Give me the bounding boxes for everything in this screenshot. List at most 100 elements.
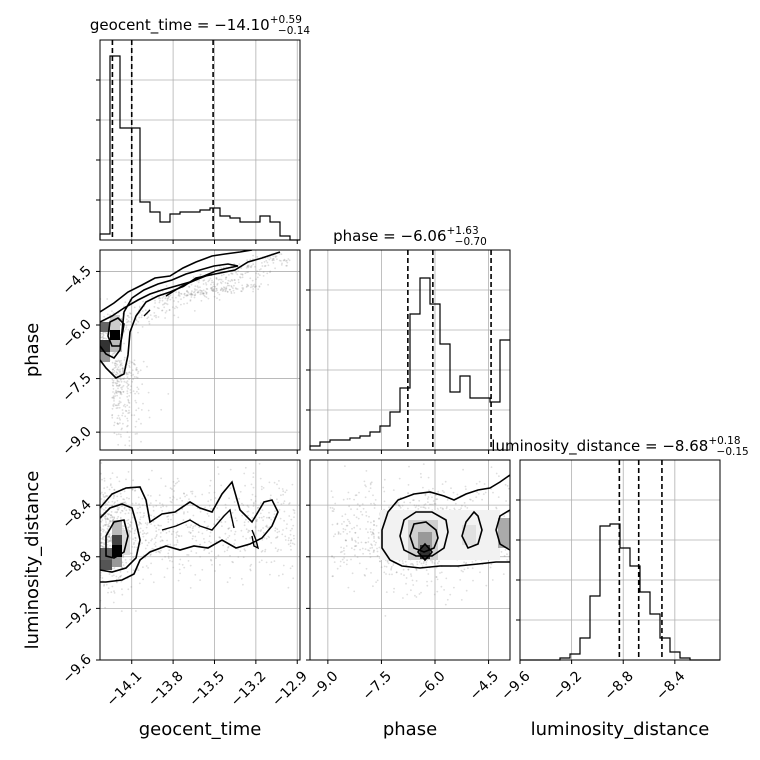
scatter-point [273, 481, 276, 484]
scatter-point [471, 561, 474, 563]
scatter-point [137, 388, 140, 390]
scatter-point [134, 433, 137, 435]
scatter-point [224, 282, 227, 284]
scatter-point [130, 586, 133, 588]
scatter-point [137, 372, 139, 375]
y-tick-label: −4.5 [59, 263, 94, 298]
scatter-point [123, 498, 126, 501]
scatter-point [128, 371, 131, 373]
scatter-point [123, 356, 126, 359]
scatter-point [260, 550, 263, 553]
scatter-point [355, 494, 358, 497]
density-cell [498, 518, 510, 548]
scatter-point [158, 528, 160, 531]
scatter-point [190, 292, 193, 295]
scatter-point [205, 292, 208, 294]
scatter-point [195, 552, 198, 554]
scatter-point [228, 284, 231, 287]
scatter-point [126, 519, 128, 522]
scatter-point [178, 291, 180, 294]
scatter-point [115, 511, 118, 514]
scatter-point [122, 528, 125, 530]
scatter-point [388, 573, 391, 576]
scatter-point [373, 502, 375, 505]
scatter-point [211, 289, 214, 292]
scatter-point [106, 539, 109, 542]
scatter-point [380, 566, 383, 569]
scatter-point [278, 574, 280, 577]
scatter-point [410, 575, 413, 577]
scatter-point [118, 417, 121, 419]
scatter-point [289, 542, 292, 544]
scatter-point [263, 261, 266, 263]
scatter-point [166, 299, 169, 302]
scatter-point [292, 508, 295, 511]
scatter-point [239, 550, 242, 552]
scatter-point [194, 285, 197, 287]
scatter-point [234, 539, 237, 541]
scatter-point [197, 281, 200, 284]
scatter-point [257, 529, 260, 532]
scatter-point [135, 323, 138, 326]
scatter-point [336, 522, 339, 525]
scatter-point [361, 513, 364, 516]
scatter-point [108, 535, 110, 538]
scatter-point [116, 394, 118, 397]
scatter-point [388, 506, 390, 509]
scatter-point [138, 503, 141, 505]
scatter-point [117, 577, 120, 579]
scatter-point [156, 307, 159, 309]
scatter-point [104, 495, 107, 497]
scatter-point [160, 524, 162, 527]
scatter-point [199, 286, 201, 289]
scatter-point [353, 514, 356, 517]
scatter-point [149, 314, 152, 316]
scatter-point [119, 433, 122, 436]
scatter-point [369, 528, 372, 530]
scatter-point [125, 502, 127, 505]
scatter-point [100, 541, 103, 544]
scatter-point [384, 615, 387, 617]
scatter-point [144, 539, 147, 542]
scatter-point [112, 388, 115, 390]
scatter-point [105, 495, 108, 497]
scatter-point [119, 384, 121, 386]
scatter-point [475, 496, 478, 498]
scatter-point [272, 255, 275, 257]
scatter-point [177, 534, 180, 537]
scatter-point [330, 490, 333, 492]
scatter-point [222, 273, 225, 276]
scatter-point [282, 502, 285, 505]
scatter-point [102, 331, 105, 334]
scatter-point [357, 536, 360, 539]
scatter-point [268, 511, 270, 514]
scatter-point [194, 535, 197, 538]
scatter-point [116, 476, 118, 479]
scatter-point [133, 532, 136, 535]
scatter-point [207, 525, 210, 528]
scatter-point [115, 404, 118, 407]
scatter-point [126, 497, 128, 499]
scatter-point [242, 556, 245, 559]
scatter-point [96, 309, 98, 311]
scatter-point [159, 536, 162, 538]
scatter-point [98, 494, 100, 496]
scatter-point [364, 548, 367, 550]
scatter-point [101, 545, 104, 548]
scatter-point [240, 290, 243, 292]
scatter-point [214, 497, 217, 499]
scatter-point [336, 523, 339, 526]
scatter-point [118, 400, 121, 403]
scatter-point [172, 566, 175, 569]
scatter-point [113, 590, 115, 593]
scatter-point [95, 531, 97, 533]
scatter-point [103, 585, 105, 587]
scatter-point [220, 282, 223, 285]
scatter-point [339, 551, 342, 554]
scatter-point [345, 539, 347, 542]
scatter-point [401, 560, 404, 562]
scatter-point [242, 583, 244, 586]
scatter-point [111, 567, 114, 570]
scatter-point [176, 539, 179, 542]
scatter-point [111, 396, 114, 399]
